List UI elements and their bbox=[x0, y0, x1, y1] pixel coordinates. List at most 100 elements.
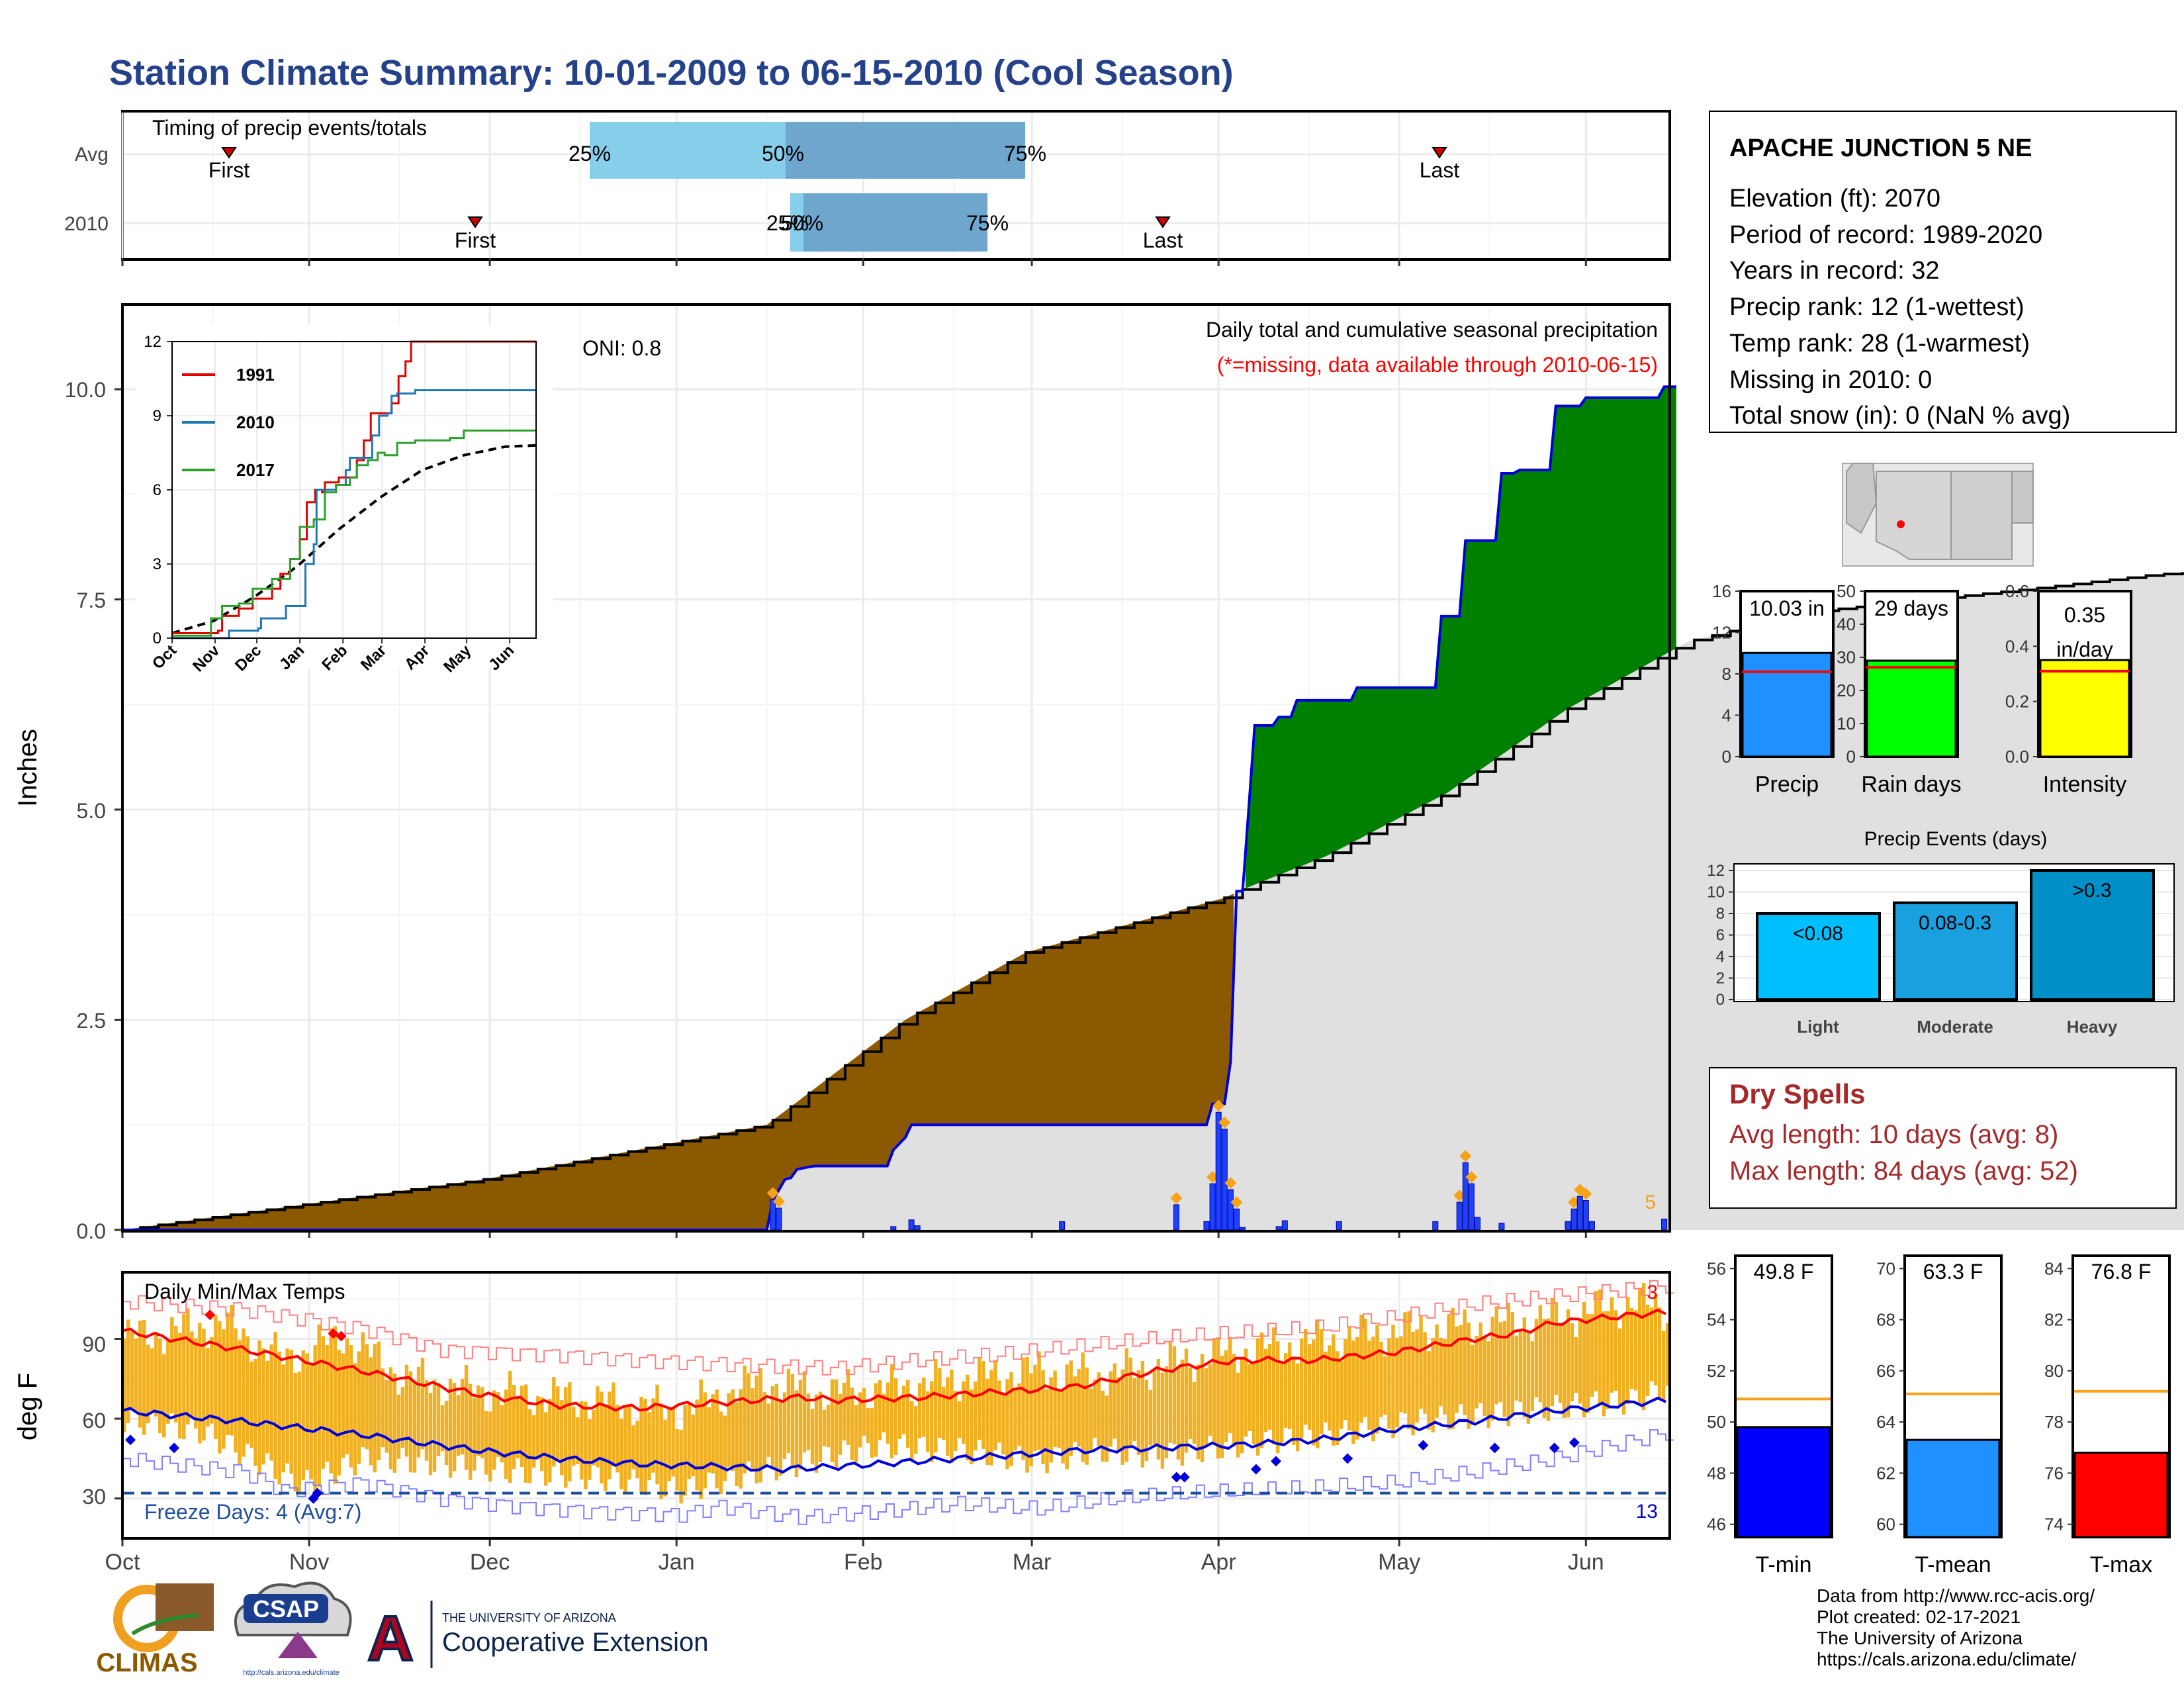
daily-temp-bar-253 bbox=[1128, 1357, 1133, 1446]
daily-precip-point-12 bbox=[1230, 1196, 1243, 1209]
daily-temp-bar-238 bbox=[1069, 1360, 1073, 1456]
daily-temp-bar-74 bbox=[416, 1366, 421, 1458]
daily-temp-bar-133 bbox=[651, 1398, 655, 1473]
daily-temp-bar-190 bbox=[878, 1380, 882, 1440]
tmin-ytick-label-0: 46 bbox=[1707, 1515, 1726, 1534]
raindays-bar-label: Rain days bbox=[1861, 772, 1961, 797]
daily-temp-bar-332 bbox=[1443, 1338, 1447, 1415]
daily-precip-bar-23 bbox=[1565, 1221, 1571, 1231]
inset-chart: 0 3 6 9 12 Oct Nov Dec Jan Feb Mar Apr May Jun 1… bbox=[136, 324, 553, 676]
record-min-line bbox=[122, 1429, 1674, 1525]
precip-panel-label: Daily total and cumulative seasonal prec… bbox=[1206, 318, 1658, 342]
average-max-line bbox=[122, 1308, 1666, 1412]
tmean-ytick-label-1: 62 bbox=[1876, 1463, 1895, 1483]
daily-temp-bar-93 bbox=[492, 1390, 496, 1470]
daily-temp-bar-277 bbox=[1224, 1350, 1228, 1442]
daily-temp-bar-139 bbox=[675, 1429, 679, 1491]
daily-temp-bar-217 bbox=[985, 1378, 989, 1466]
daily-temp-bar-156 bbox=[743, 1365, 747, 1474]
daily-temp-bar-294 bbox=[1292, 1358, 1296, 1445]
daily-temp-bar-80 bbox=[440, 1405, 445, 1452]
daily-precip-point-8 bbox=[1206, 1171, 1219, 1184]
daily-temp-bar-302 bbox=[1324, 1351, 1328, 1423]
daily-temp-bar-290 bbox=[1275, 1341, 1280, 1454]
daily-temp-bar-11 bbox=[166, 1338, 170, 1424]
daily-temp-bar-262 bbox=[1164, 1366, 1169, 1458]
precip-ytick-label-1: 4 bbox=[1722, 706, 1731, 726]
credit-line-2: The University of Arizona bbox=[1817, 1628, 2023, 1648]
daily-temp-bar-118 bbox=[592, 1409, 596, 1466]
month-label-jan: Jan bbox=[659, 1550, 695, 1575]
daily-temp-bar-291 bbox=[1279, 1362, 1284, 1443]
inset-tick-3: 9 bbox=[153, 407, 161, 425]
daily-precip-point-11 bbox=[1224, 1177, 1237, 1190]
daily-temp-bar-320 bbox=[1395, 1337, 1399, 1428]
station-line-4: Temp rank: 28 (1-warmest) bbox=[1729, 330, 2030, 357]
daily-precip-bar-26 bbox=[1582, 1200, 1589, 1231]
daily-precip-point-10 bbox=[1218, 1116, 1231, 1129]
tmean-ytick-label-0: 60 bbox=[1876, 1515, 1895, 1534]
daily-temp-bar-152 bbox=[727, 1393, 731, 1467]
daily-precip-bar-15 bbox=[1281, 1220, 1288, 1231]
daily-temp-bar-227 bbox=[1025, 1356, 1029, 1473]
y2010-50-75-bar bbox=[803, 193, 987, 252]
daily-temp-bar-373 bbox=[1606, 1311, 1610, 1409]
daily-temp-bar-339 bbox=[1471, 1344, 1475, 1425]
daily-temp-bar-116 bbox=[584, 1401, 588, 1490]
daily-temp-bar-141 bbox=[683, 1405, 687, 1496]
daily-temp-bar-251 bbox=[1120, 1369, 1124, 1465]
inset-tick-2: 6 bbox=[153, 481, 161, 499]
events-category-moderate: Moderate bbox=[1917, 1017, 1993, 1037]
daily-temp-bar-272 bbox=[1204, 1368, 1208, 1448]
record-low-point-5 bbox=[1179, 1472, 1190, 1483]
daily-temp-bar-184 bbox=[854, 1405, 858, 1463]
daily-temp-bar-343 bbox=[1486, 1341, 1490, 1428]
record-high-point-1 bbox=[328, 1328, 339, 1339]
avg-50-75-bar bbox=[786, 122, 1025, 179]
timing-label: Timing of precip events/totals bbox=[152, 116, 427, 140]
daily-temp-bar-368 bbox=[1586, 1313, 1590, 1414]
daily-temp-bar-355 bbox=[1534, 1319, 1539, 1397]
daily-temp-bar-15 bbox=[182, 1313, 186, 1440]
daily-precip-point-1 bbox=[772, 1195, 785, 1207]
intensity-bar-label: Intensity bbox=[2043, 772, 2127, 797]
daily-precip-bar-25 bbox=[1576, 1196, 1583, 1231]
daily-temp-bar-379 bbox=[1629, 1307, 1634, 1389]
daily-temp-bar-314 bbox=[1371, 1336, 1375, 1442]
precip-ytick-label-2: 8 bbox=[1722, 664, 1731, 684]
daily-precip-bar-21 bbox=[1475, 1217, 1480, 1231]
daily-temp-bar-207 bbox=[946, 1377, 950, 1456]
month-label-mar: Mar bbox=[1013, 1550, 1052, 1575]
daily-temp-bar-70 bbox=[400, 1387, 405, 1448]
station-line-3: Precip rank: 12 (1-wettest) bbox=[1729, 293, 2025, 321]
events-bar-light bbox=[1756, 912, 1881, 1001]
credit-line-3: https://cals.arizona.edu/climate/ bbox=[1817, 1649, 2076, 1669]
daily-temp-bar-140 bbox=[679, 1429, 683, 1504]
daily-temp-bar-22 bbox=[210, 1336, 214, 1424]
daily-temp-bar-303 bbox=[1328, 1345, 1332, 1431]
daily-temp-bar-273 bbox=[1208, 1364, 1212, 1436]
daily-temp-bar-173 bbox=[810, 1409, 815, 1464]
daily-temp-bar-41 bbox=[285, 1348, 289, 1464]
daily-temp-bar-224 bbox=[1013, 1387, 1017, 1451]
avg-last-label: Last bbox=[1420, 158, 1460, 182]
daily-precip-bar-7 bbox=[1203, 1221, 1210, 1231]
daily-temp-bar-179 bbox=[834, 1379, 839, 1468]
raindays-ytick-label-2: 20 bbox=[1837, 680, 1856, 700]
daily-temp-bar-35 bbox=[261, 1348, 265, 1465]
intensity-ytick-label-3: 0.6 bbox=[2005, 581, 2029, 601]
daily-temp-bar-292 bbox=[1284, 1353, 1288, 1428]
precip-events-chart: Precip Events (days) 0 2 4 6 8 10 12 <0.08 Light… bbox=[1707, 828, 2175, 1037]
daily-temp-bar-329 bbox=[1431, 1337, 1435, 1432]
daily-temp-bar-295 bbox=[1296, 1363, 1300, 1452]
daily-precip-bar-19 bbox=[1462, 1162, 1469, 1231]
daily-temp-bar-200 bbox=[918, 1383, 922, 1438]
tmin-label: T-min bbox=[1756, 1552, 1812, 1577]
daily-precip-bar-4 bbox=[914, 1225, 921, 1231]
daily-temp-bar-21 bbox=[206, 1348, 210, 1427]
daily-temp-bar-359 bbox=[1550, 1297, 1555, 1407]
daily-temp-bar-370 bbox=[1594, 1291, 1598, 1392]
tmax-ytick-label-2: 78 bbox=[2044, 1412, 2064, 1432]
month-label-oct: Oct bbox=[105, 1550, 140, 1575]
daily-temp-bar-5 bbox=[142, 1320, 146, 1435]
